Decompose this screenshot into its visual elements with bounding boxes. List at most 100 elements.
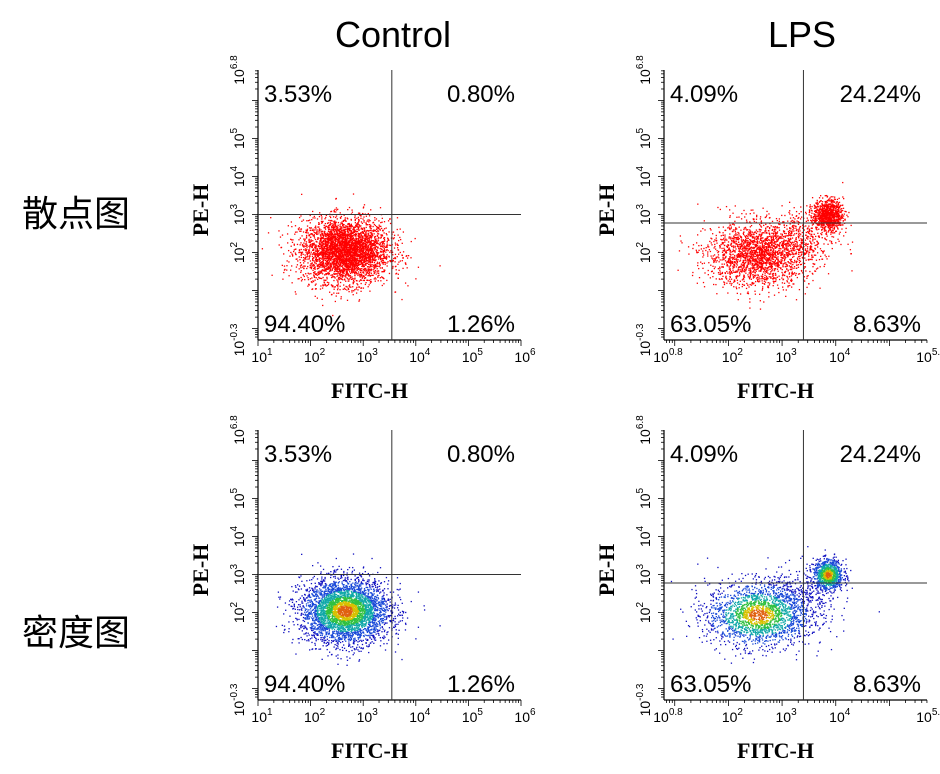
event-dot bbox=[354, 261, 356, 263]
event-dot bbox=[327, 239, 329, 241]
event-dot bbox=[380, 221, 382, 224]
event-dot bbox=[355, 266, 357, 269]
event-dot bbox=[702, 267, 704, 270]
event-dot bbox=[340, 229, 343, 231]
event-dot bbox=[385, 227, 387, 229]
event-dot bbox=[735, 248, 737, 250]
event-dot bbox=[349, 272, 352, 275]
event-dot bbox=[288, 261, 290, 263]
event-dot bbox=[344, 264, 347, 266]
event-dot bbox=[359, 260, 361, 263]
event-dot bbox=[361, 244, 363, 246]
event-dot bbox=[731, 282, 733, 285]
event-dot bbox=[362, 246, 365, 249]
event-dot bbox=[797, 229, 799, 231]
event-dot bbox=[361, 247, 364, 250]
event-dot bbox=[331, 276, 333, 278]
event-dot bbox=[350, 247, 352, 250]
event-dot bbox=[299, 237, 302, 239]
event-dot bbox=[365, 215, 368, 217]
event-dot bbox=[356, 269, 358, 272]
event-dot bbox=[789, 284, 791, 287]
event-dot bbox=[362, 254, 364, 256]
event-dot bbox=[369, 254, 371, 256]
event-dot bbox=[360, 273, 362, 276]
event-dot bbox=[364, 268, 366, 270]
event-dot bbox=[383, 283, 385, 285]
event-dot bbox=[332, 251, 334, 253]
event-dot bbox=[386, 243, 388, 245]
event-dot bbox=[388, 272, 391, 275]
event-dot bbox=[729, 269, 732, 272]
event-dot bbox=[335, 252, 338, 254]
event-dot bbox=[359, 249, 361, 251]
event-dot bbox=[336, 228, 339, 230]
event-dot bbox=[761, 282, 764, 284]
event-dot bbox=[399, 260, 402, 262]
event-dot bbox=[332, 261, 334, 264]
event-dot bbox=[757, 268, 759, 270]
event-dot bbox=[394, 242, 397, 244]
event-dot bbox=[375, 278, 377, 280]
event-dot bbox=[340, 251, 343, 253]
event-dot bbox=[350, 269, 353, 272]
event-dot bbox=[396, 217, 399, 219]
event-dot bbox=[327, 256, 329, 258]
event-dot bbox=[377, 243, 379, 245]
event-dot bbox=[345, 244, 347, 246]
event-dot bbox=[377, 272, 379, 275]
event-dot bbox=[788, 265, 791, 267]
event-dot bbox=[322, 266, 324, 268]
event-dot bbox=[717, 271, 720, 274]
event-dot bbox=[333, 256, 335, 258]
event-dot bbox=[325, 250, 327, 253]
event-dot bbox=[391, 251, 394, 254]
event-dot bbox=[389, 218, 391, 220]
event-dot bbox=[312, 228, 314, 230]
event-dot bbox=[324, 230, 326, 233]
event-dot bbox=[755, 241, 757, 243]
event-dot bbox=[720, 235, 722, 237]
event-dot bbox=[348, 227, 351, 229]
event-dot bbox=[341, 244, 343, 246]
event-dot bbox=[395, 269, 397, 271]
event-dot bbox=[352, 263, 354, 266]
event-dot bbox=[360, 273, 363, 275]
event-dot bbox=[414, 237, 416, 240]
event-dot bbox=[294, 248, 296, 250]
event-dot bbox=[359, 276, 361, 278]
y-tick-label: 105 bbox=[635, 127, 653, 149]
event-dot bbox=[348, 223, 351, 226]
event-dot bbox=[334, 223, 337, 225]
event-dot bbox=[828, 255, 830, 257]
event-dot bbox=[790, 247, 792, 250]
event-dot bbox=[789, 268, 791, 271]
event-dot bbox=[318, 249, 320, 252]
event-dot bbox=[366, 247, 368, 250]
event-dot bbox=[328, 219, 330, 222]
event-dot bbox=[387, 249, 389, 252]
event-dot bbox=[299, 259, 301, 261]
event-dot bbox=[332, 245, 334, 247]
event-dot bbox=[335, 255, 338, 258]
event-dot bbox=[358, 259, 360, 262]
event-dot bbox=[752, 233, 755, 235]
event-dot bbox=[334, 221, 337, 223]
event-dot bbox=[370, 265, 372, 268]
event-dot bbox=[345, 234, 347, 236]
event-dot bbox=[351, 240, 354, 243]
event-dot bbox=[291, 253, 293, 255]
event-dot bbox=[332, 225, 334, 227]
event-dot bbox=[347, 237, 350, 240]
event-dot bbox=[322, 220, 324, 223]
event-dot bbox=[359, 252, 362, 254]
event-dot bbox=[376, 265, 378, 267]
event-dot bbox=[765, 264, 768, 266]
event-dot bbox=[362, 218, 364, 220]
event-dot bbox=[303, 238, 305, 240]
event-dot bbox=[358, 220, 360, 223]
event-dot bbox=[350, 260, 352, 262]
event-dot bbox=[753, 251, 755, 254]
event-dot bbox=[335, 240, 337, 243]
event-dot bbox=[354, 234, 356, 236]
